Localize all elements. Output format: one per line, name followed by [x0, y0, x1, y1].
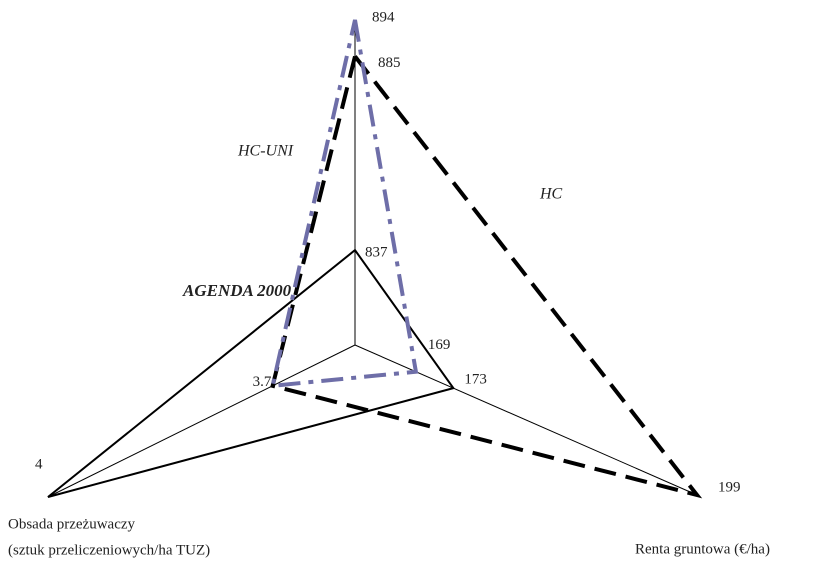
axis-label: Obsada przeżuwaczy	[8, 516, 136, 532]
series-line	[270, 19, 419, 389]
series-name: AGENDA 2000	[182, 281, 292, 300]
series-name: HC-UNI	[237, 143, 294, 160]
data-label: 199	[718, 479, 741, 495]
series-name: HC	[539, 186, 563, 203]
data-label: 173	[464, 372, 487, 388]
series-line	[47, 248, 456, 498]
data-label: 4	[35, 456, 43, 472]
axis-line	[47, 344, 356, 498]
axis-label: (sztuk przeliczeniowych/ha TUZ)	[8, 542, 210, 558]
data-label: 837	[365, 245, 388, 261]
data-label: 885	[378, 55, 401, 71]
data-label: 3.7	[253, 374, 272, 390]
series-line	[270, 51, 703, 499]
axis-line	[354, 344, 698, 496]
data-label: 894	[372, 9, 395, 25]
axis-label: Renta gruntowa (€/ha)	[635, 541, 770, 557]
data-label: 169	[428, 337, 451, 353]
